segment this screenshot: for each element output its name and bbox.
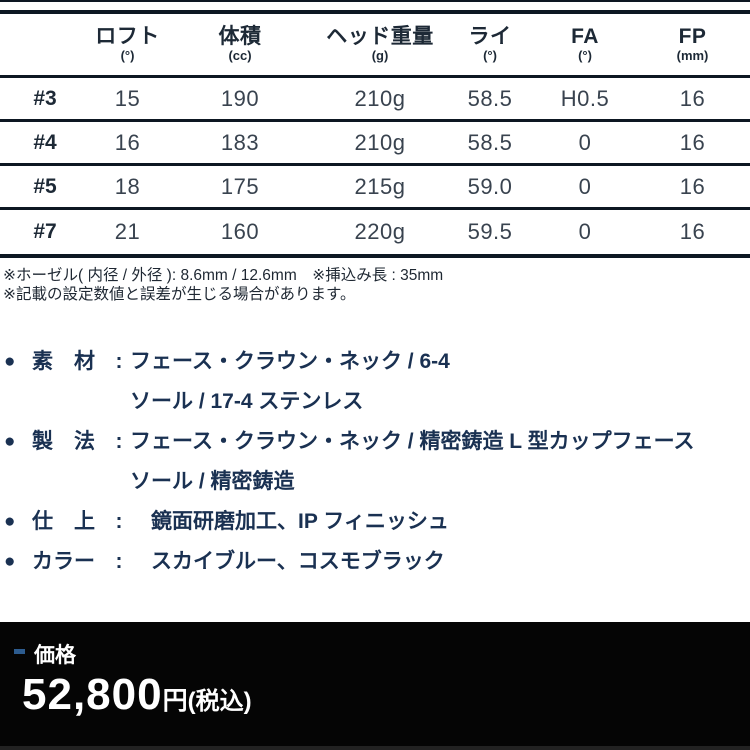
column-label: ヘッド重量 bbox=[326, 25, 434, 49]
loft-value: 16 bbox=[114, 129, 141, 155]
column-label: FA bbox=[571, 25, 599, 49]
spec-colon: : bbox=[115, 430, 123, 453]
fa-value: 0 bbox=[578, 129, 592, 155]
top-gap bbox=[0, 2, 750, 10]
spec-value-line: スカイブルー、コスモブラック bbox=[130, 550, 445, 573]
fp-value: 16 bbox=[679, 85, 706, 111]
club-spec-table: ロフト (°) 体積 (cc) ヘッド重量 (g) ライ (°) FA (°) … bbox=[0, 10, 750, 258]
header-cell-volume: 体積 (cc) bbox=[165, 25, 315, 63]
spec-value-line: 鏡面研磨加工、IP フィニッシュ bbox=[130, 510, 449, 533]
volume-value: 160 bbox=[220, 219, 260, 244]
table-row: #3 15 190 210g 58.5 H0.5 16 bbox=[0, 78, 750, 122]
price-section: 価格 52,800 円 (税込) bbox=[0, 622, 750, 750]
header-cell-fa: FA (°) bbox=[535, 25, 635, 63]
column-unit: (g) bbox=[371, 48, 389, 64]
spec-item-finish: ● 仕 上 : 鏡面研磨加工、IP フィニッシュ bbox=[4, 502, 750, 542]
spec-value-line: フェース・クラウン・ネック / 6-4 bbox=[130, 350, 450, 373]
head-weight-value: 210g bbox=[354, 85, 406, 111]
spec-label: 製 法 bbox=[32, 430, 95, 453]
volume-value: 190 bbox=[220, 85, 260, 111]
footnotes: ※ホーゼル( 内径 / 外径 ): 8.6mm / 12.6mm ※挿込み長 :… bbox=[0, 258, 750, 304]
lie-value: 58.5 bbox=[467, 85, 513, 111]
price-label: 価格 bbox=[34, 644, 76, 667]
spec-item-method: ● 製 法 : フェース・クラウン・ネック / 精密鋳造 L 型カップフェース … bbox=[4, 422, 750, 502]
bullet-icon: ● bbox=[4, 511, 16, 532]
price-tax-note: (税込) bbox=[187, 688, 252, 715]
bullet-icon: ● bbox=[4, 351, 16, 372]
spec-item-color: ● カラー : スカイブルー、コスモブラック bbox=[4, 542, 750, 582]
club-number: #5 bbox=[33, 174, 57, 198]
volume-value: 183 bbox=[220, 129, 260, 155]
spec-bullet-list: ● 素 材 : フェース・クラウン・ネック / 6-4 ソール / 17-4 ス… bbox=[0, 342, 750, 582]
footnote-disclaimer: ※記載の設定数値と誤差が生じる場合があります。 bbox=[3, 286, 356, 303]
loft-value: 21 bbox=[114, 219, 141, 244]
table-row: #5 18 175 215g 59.0 0 16 bbox=[0, 166, 750, 210]
spec-colon: : bbox=[115, 510, 123, 533]
fp-value: 16 bbox=[679, 173, 706, 199]
price-amount: 52,800 bbox=[22, 670, 163, 719]
column-unit: (°) bbox=[120, 48, 135, 64]
spec-item-material: ● 素 材 : フェース・クラウン・ネック / 6-4 ソール / 17-4 ス… bbox=[4, 342, 750, 422]
spec-value-line: フェース・クラウン・ネック / 精密鋳造 L 型カップフェース bbox=[130, 430, 695, 453]
header-cell-lie: ライ (°) bbox=[445, 25, 535, 63]
top-edge-line bbox=[0, 0, 750, 2]
lie-value: 59.0 bbox=[467, 173, 513, 199]
column-label: 体積 bbox=[218, 25, 262, 49]
spec-value-line: ソール / 17-4 ステンレス bbox=[130, 390, 364, 413]
lie-value: 58.5 bbox=[467, 129, 513, 155]
fa-value: 0 bbox=[578, 219, 592, 244]
fp-value: 16 bbox=[679, 129, 706, 155]
fa-value: 0 bbox=[578, 173, 592, 199]
bullet-icon: ● bbox=[4, 551, 16, 572]
band-bottom-strip bbox=[0, 746, 750, 750]
bullet-icon: ● bbox=[4, 431, 16, 452]
column-unit: (mm) bbox=[676, 48, 709, 64]
table-header-row: ロフト (°) 体積 (cc) ヘッド重量 (g) ライ (°) FA (°) … bbox=[0, 14, 750, 78]
spec-value-line: ソール / 精密鋳造 bbox=[130, 470, 295, 493]
table-row: #7 21 160 220g 59.5 0 16 bbox=[0, 210, 750, 254]
spec-label: 仕 上 bbox=[32, 510, 95, 533]
loft-value: 15 bbox=[114, 85, 141, 111]
column-label: ロフト bbox=[95, 25, 160, 49]
column-unit: (cc) bbox=[228, 48, 252, 64]
table-row: #4 16 183 210g 58.5 0 16 bbox=[0, 122, 750, 166]
column-label: FP bbox=[678, 25, 707, 49]
header-cell-loft: ロフト (°) bbox=[90, 25, 165, 63]
price-currency-unit: 円 bbox=[162, 687, 188, 715]
volume-value: 175 bbox=[220, 173, 260, 199]
header-cell-fp: FP (mm) bbox=[635, 25, 750, 63]
price-dash-icon bbox=[14, 649, 25, 654]
column-unit: (°) bbox=[483, 48, 497, 64]
column-unit: (°) bbox=[578, 48, 592, 64]
spec-colon: : bbox=[115, 350, 123, 373]
spec-label: 素 材 bbox=[32, 350, 95, 373]
fp-value: 16 bbox=[679, 219, 706, 244]
head-weight-value: 210g bbox=[354, 129, 406, 155]
club-number: #7 bbox=[33, 220, 57, 243]
fa-value: H0.5 bbox=[560, 85, 610, 111]
price-line: 52,800 円 (税込) bbox=[22, 670, 750, 720]
spec-colon: : bbox=[115, 550, 123, 573]
club-number: #4 bbox=[33, 130, 57, 154]
column-label: ライ bbox=[468, 25, 512, 49]
head-weight-value: 215g bbox=[354, 173, 406, 199]
club-number: #3 bbox=[33, 86, 57, 110]
footnote-hosel: ※ホーゼル( 内径 / 外径 ): 8.6mm / 12.6mm ※挿込み長 :… bbox=[3, 267, 444, 284]
spec-label: カラー bbox=[32, 550, 95, 573]
loft-value: 18 bbox=[114, 173, 141, 199]
lie-value: 59.5 bbox=[467, 219, 513, 244]
head-weight-value: 220g bbox=[354, 219, 406, 244]
header-cell-head-weight: ヘッド重量 (g) bbox=[315, 25, 445, 63]
